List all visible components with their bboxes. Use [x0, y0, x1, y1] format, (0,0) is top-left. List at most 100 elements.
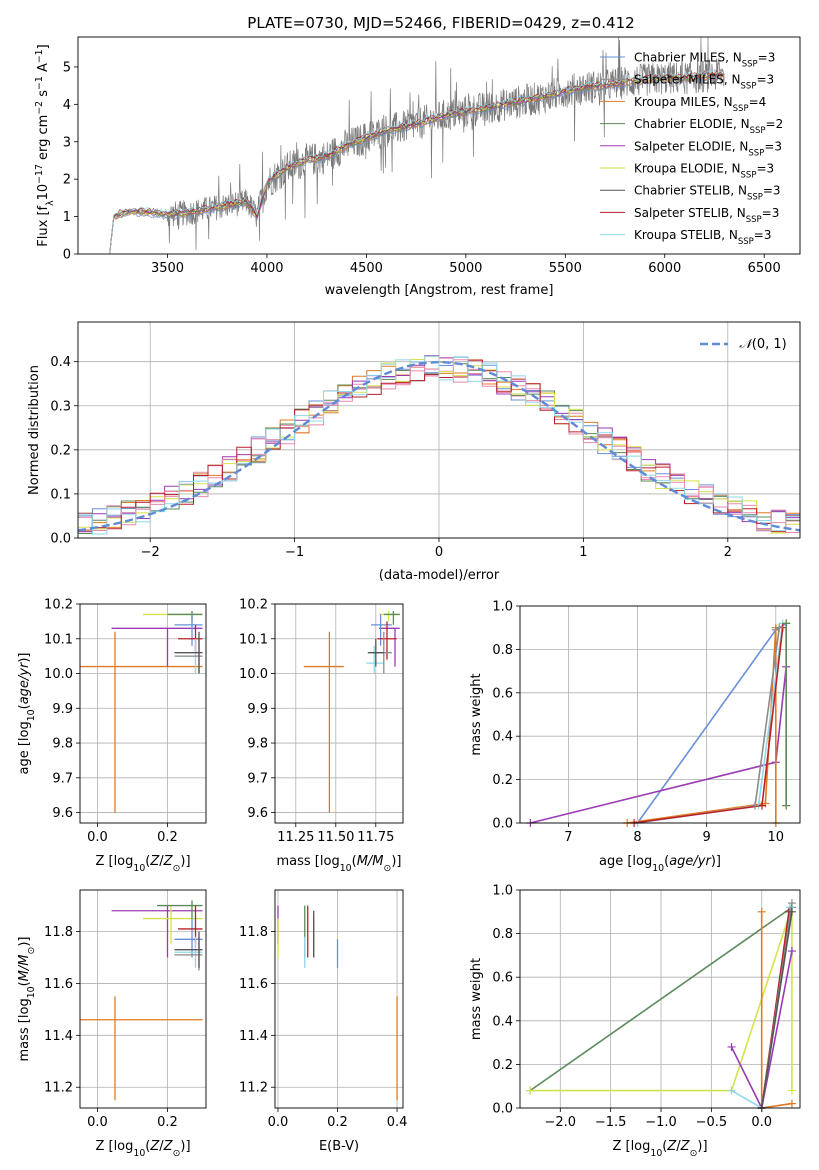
y-tick-label: 4	[63, 98, 71, 113]
weight-line	[529, 906, 793, 1092]
y-tick-label: 0.8	[492, 643, 513, 658]
panel-spectrum: 3500 4000 4500 5000 5500 6000 6500 0 1 2 3 4 5 wavele…	[34, 36, 801, 298]
y-tick-label: 10.2	[239, 598, 268, 613]
x-axis-label-part: Z	[163, 854, 174, 869]
x-tick-label: 0.0	[751, 1115, 772, 1130]
legend-label-base: Kroupa ELODIE, N	[634, 162, 741, 176]
x-axis-label-part: 10	[650, 1148, 662, 1159]
y-tick-label: 11.2	[239, 1081, 268, 1096]
y-axis-label-part: age/yr	[17, 661, 32, 704]
legend-label: Chabrier MILES, NSSP=3	[634, 51, 775, 70]
y-axis-label-part: −2	[34, 101, 45, 115]
axes-frame	[274, 889, 404, 1109]
weight-line	[760, 911, 793, 1109]
x-axis-label-part: (	[352, 854, 357, 869]
x-axis-label-part: M/M	[357, 854, 384, 869]
weight-marker	[787, 947, 796, 956]
x-tick-label: 4000	[250, 261, 283, 276]
y-tick-label: 9.6	[247, 806, 268, 821]
x-axis-label-part: /	[676, 1139, 681, 1154]
x-tick-label: −0.5	[696, 1115, 728, 1130]
legend-label-base: Chabrier ELODIE, N	[634, 117, 750, 131]
x-axis-label-part: age/yr	[669, 854, 712, 869]
x-axis-label-part: log	[320, 854, 340, 869]
y-axis-label-part: (	[17, 704, 32, 709]
x-tick-label: 0.0	[268, 1115, 289, 1130]
y-tick-label: 0.0	[492, 1102, 513, 1117]
x-tick-label: −1	[285, 545, 304, 560]
y-axis-label-part: 10	[26, 709, 37, 721]
y-tick-label: 0.6	[492, 971, 513, 986]
legend-label-base: Salpeter MILES, N	[634, 73, 741, 87]
y-axis-label: Normed distribution	[27, 365, 42, 495]
legend-label-tail: =3	[762, 206, 780, 220]
panel-weight_vs_Z: −2.0 −1.5 −1.0 −0.5 0.0 0.0 0.2 0.4 0.6 0.8 1.0 Z […	[469, 884, 801, 1159]
y-tick-label: 9.8	[247, 737, 268, 752]
y-axis-label: mass weight	[469, 673, 484, 755]
y-tick-label: 0.4	[492, 730, 513, 745]
y-axis-label-part: (	[17, 981, 32, 986]
x-axis-label: Z [log10(Z/Z⊙)]	[95, 1139, 190, 1159]
x-tick-label: 0.2	[157, 830, 178, 845]
y-tick-label: 9.9	[52, 702, 73, 717]
weight-marker	[751, 801, 760, 810]
axes-frame	[77, 36, 801, 255]
y-tick-label: 0.0	[50, 532, 71, 547]
x-axis-label-part: /	[159, 1139, 164, 1154]
observed-spectrum-line	[109, 36, 725, 255]
legend-label-tail: =3	[763, 184, 781, 198]
x-axis-label-part: ⊙	[173, 1148, 181, 1159]
legend-label-part: (0, 1)	[752, 337, 787, 352]
x-axis-label-part: ⊙	[384, 863, 392, 874]
figure-title: PLATE=0730, MJD=52466, FIBERID=0429, z=0…	[247, 14, 634, 32]
legend-label-sub: SSP	[738, 237, 754, 247]
y-tick-label: 11.8	[44, 925, 73, 940]
y-axis-label-part: log	[17, 721, 32, 741]
axes-frame	[77, 321, 801, 539]
x-tick-label: 6000	[648, 261, 681, 276]
x-axis-label-part: E(B-V)	[319, 1139, 359, 1154]
x-axis-label-part: log	[114, 1139, 134, 1154]
legend-label-tail: =3	[754, 228, 772, 242]
x-tick-label: 4500	[350, 261, 383, 276]
y-tick-label: 3	[63, 135, 71, 150]
legend-label-tail: =3	[756, 162, 774, 176]
legend-label-tail: =4	[749, 95, 767, 109]
legend-label-tail: =2	[766, 117, 784, 131]
weight-marker	[785, 903, 794, 912]
y-tick-label: 0.2	[492, 1058, 513, 1073]
weight-marker	[782, 801, 791, 810]
x-axis-label-part: )]	[711, 854, 721, 869]
x-axis-label-part: Z	[149, 1139, 160, 1154]
panel-mass_vs_Z: 0.0 0.211.211.411.611.8Z [log10(Z/Z⊙)]mas…	[17, 889, 207, 1159]
x-axis-label-part: log	[631, 1139, 651, 1154]
x-axis-label: wavelength [Angstrom, rest frame]	[325, 283, 554, 298]
y-tick-label: 10.1	[239, 632, 268, 647]
x-tick-label: 0	[435, 545, 443, 560]
weight-marker	[775, 623, 784, 632]
y-axis-label: age [log10(age/yr)]	[17, 652, 37, 774]
y-tick-label: 0.3	[50, 399, 71, 414]
y-axis-label-part: 10	[26, 986, 37, 998]
y-tick-label: 10.1	[44, 632, 73, 647]
model-spectrum-line	[109, 73, 725, 252]
legend-label-sub: SSP	[746, 215, 762, 225]
y-tick-label: 10.0	[239, 667, 268, 682]
legend-label-base: Salpeter STELIB, N	[634, 206, 746, 220]
model-spectrum-line	[109, 74, 725, 255]
y-tick-label: 9.6	[52, 806, 73, 821]
x-tick-label: 9	[703, 830, 711, 845]
x-axis-label-part: Z	[666, 1139, 677, 1154]
weight-marker	[727, 1042, 736, 1051]
x-axis-label: Z [log10(Z/Z⊙)]	[612, 1139, 707, 1159]
legend-label: Salpeter STELIB, NSSP=3	[634, 206, 779, 225]
y-tick-label: 1.0	[492, 884, 513, 899]
weight-marker	[757, 801, 766, 810]
x-tick-label: 3500	[151, 261, 184, 276]
legend-label: Kroupa STELIB, NSSP=3	[634, 228, 772, 247]
y-axis-label-part: log	[17, 998, 32, 1018]
weight-marker	[727, 1086, 736, 1095]
weight-line	[754, 627, 781, 806]
weight-marker	[787, 1099, 796, 1108]
